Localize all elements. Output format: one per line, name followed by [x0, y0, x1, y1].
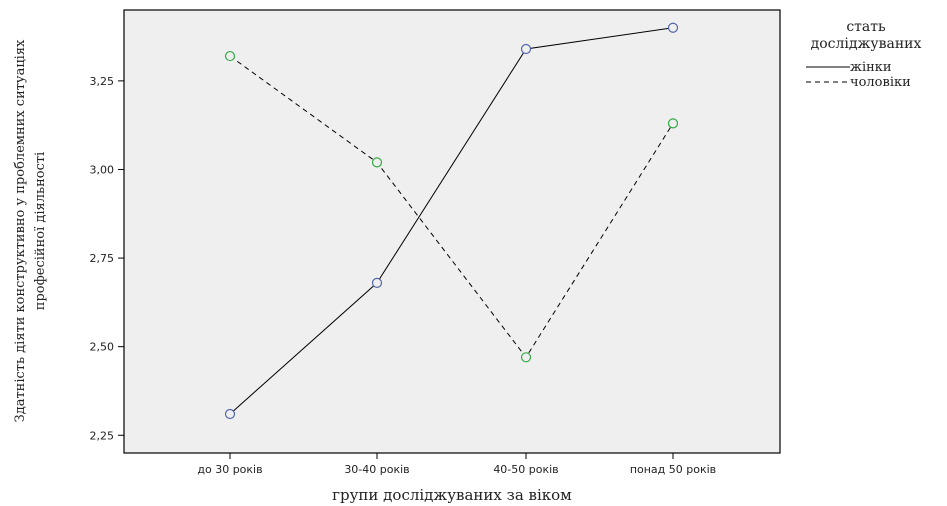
series-line-zhinky — [229, 27, 674, 415]
y-tick-label: 3,25 — [90, 75, 115, 88]
legend-label-cholovik: чоловіки — [850, 75, 911, 90]
data-point-zhinky-0 — [224, 408, 236, 420]
data-point-zhinky-1 — [371, 277, 383, 288]
legend-title-line1: стать — [846, 19, 886, 35]
legend-label-zhinky: жінки — [850, 60, 892, 75]
data-point-cholovik-3 — [667, 118, 679, 129]
y-tick-label: 2,50 — [90, 341, 115, 354]
y-axis-title-line1: Здатність діяти конструктивно у проблемн… — [13, 39, 28, 422]
legend: стать досліджуваних жінки чоловіки — [806, 19, 921, 90]
y-axis-title-line2: професійної діяльності — [33, 152, 48, 310]
y-tick-label: 3,00 — [90, 163, 115, 176]
data-point-zhinky-3 — [667, 22, 679, 33]
series-line-cholovik — [229, 55, 674, 359]
data-point-zhinky-2 — [520, 43, 532, 55]
x-tick-label: 40-50 років — [493, 463, 558, 476]
legend-title-line2: досліджуваних — [811, 36, 922, 52]
data-point-cholovik-2 — [520, 352, 532, 363]
x-axis-title: групи досліджуваних за віком — [332, 486, 572, 504]
x-axis: до 30 років 30-40 років 40-50 років понад 5… — [197, 453, 716, 476]
x-tick-label: 30-40 років — [344, 463, 409, 476]
data-point-cholovik-0 — [224, 50, 236, 62]
series-layer — [224, 22, 679, 420]
y-axis: 2,25 2,50 2,75 3,00 3,25 — [90, 75, 124, 442]
x-tick-label: понад 50 років — [630, 463, 716, 476]
plot-area — [123, 9, 781, 454]
y-tick-label: 2,25 — [90, 429, 115, 442]
data-point-cholovik-1 — [371, 157, 383, 168]
x-tick-label: до 30 років — [197, 463, 262, 476]
y-tick-label: 2,75 — [90, 252, 115, 265]
